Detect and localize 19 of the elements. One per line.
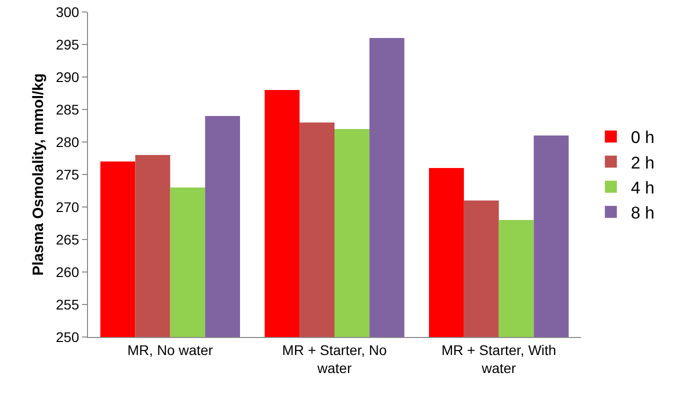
x-tick-label: MR + Starter, With water bbox=[441, 342, 556, 376]
y-tick-label: 275 bbox=[56, 166, 80, 182]
y-axis-title: Plasma Osmolality, mmol/kg bbox=[30, 73, 48, 276]
legend-label: 8 h bbox=[630, 203, 654, 222]
legend-label: 2 h bbox=[630, 153, 654, 172]
y-tick-label: 285 bbox=[56, 101, 80, 118]
y-tick-label: 290 bbox=[56, 68, 80, 85]
y-tick-label: 255 bbox=[56, 296, 80, 312]
x-tick-label: MR + Starter, No water bbox=[282, 342, 388, 376]
y-tick-label: 265 bbox=[56, 231, 80, 248]
y-tick-label: 300 bbox=[56, 4, 80, 20]
y-tick-label: 295 bbox=[56, 36, 80, 52]
legend-label: 4 h bbox=[630, 178, 654, 198]
x-tick-label: MR, No water bbox=[127, 342, 214, 358]
y-tick-label: 260 bbox=[56, 264, 80, 280]
y-tick-label: 280 bbox=[56, 134, 80, 150]
y-tick-label: 270 bbox=[56, 198, 80, 215]
y-tick-label: 250 bbox=[56, 328, 80, 345]
legend-label: 0 h bbox=[630, 128, 654, 148]
